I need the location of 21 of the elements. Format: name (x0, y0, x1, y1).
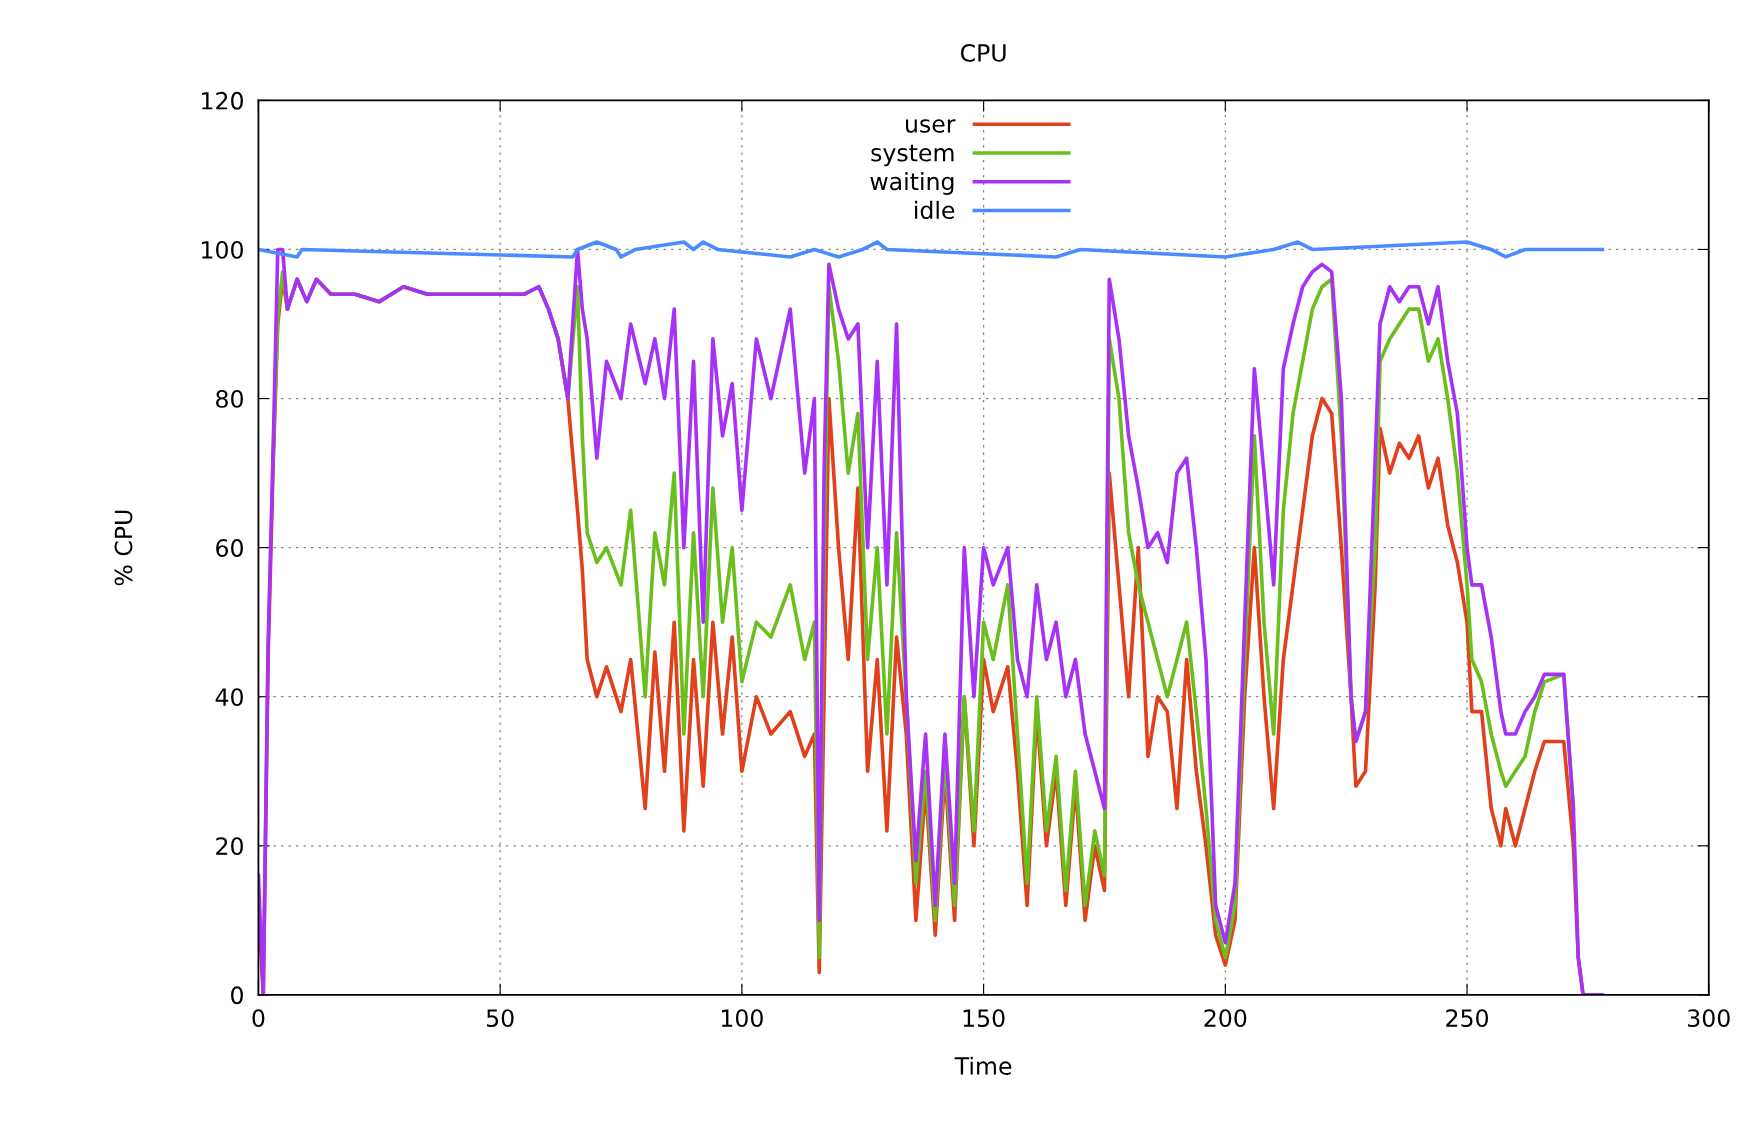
y-tick-label: 100 (202, 240, 243, 259)
y-tick-label: 40 (215, 688, 243, 707)
x-tick-label: 150 (963, 1009, 1005, 1028)
legend-label: system (871, 144, 954, 167)
legend-label: waiting (870, 172, 954, 195)
y-tick-label: 60 (216, 539, 243, 557)
x-tick-label: 250 (1446, 1009, 1489, 1028)
x-tick-label: 200 (1204, 1009, 1247, 1028)
x-tick-label: 0 (252, 1009, 265, 1028)
y-axis-title: % CPU (114, 510, 133, 586)
x-tick-label: 50 (486, 1009, 514, 1028)
chart-title: CPU (960, 43, 1006, 62)
y-tick-label: 80 (216, 390, 243, 408)
legend-label: user (905, 119, 956, 133)
legend-label: idle (915, 200, 955, 220)
y-tick-label: 20 (216, 837, 243, 856)
y-tick-label: 120 (202, 91, 243, 110)
x-axis-title: Time (954, 1056, 1012, 1075)
x-tick-label: 100 (721, 1009, 763, 1028)
x-tick-label: 300 (1688, 1009, 1730, 1028)
y-tick-label: 0 (231, 986, 243, 1005)
